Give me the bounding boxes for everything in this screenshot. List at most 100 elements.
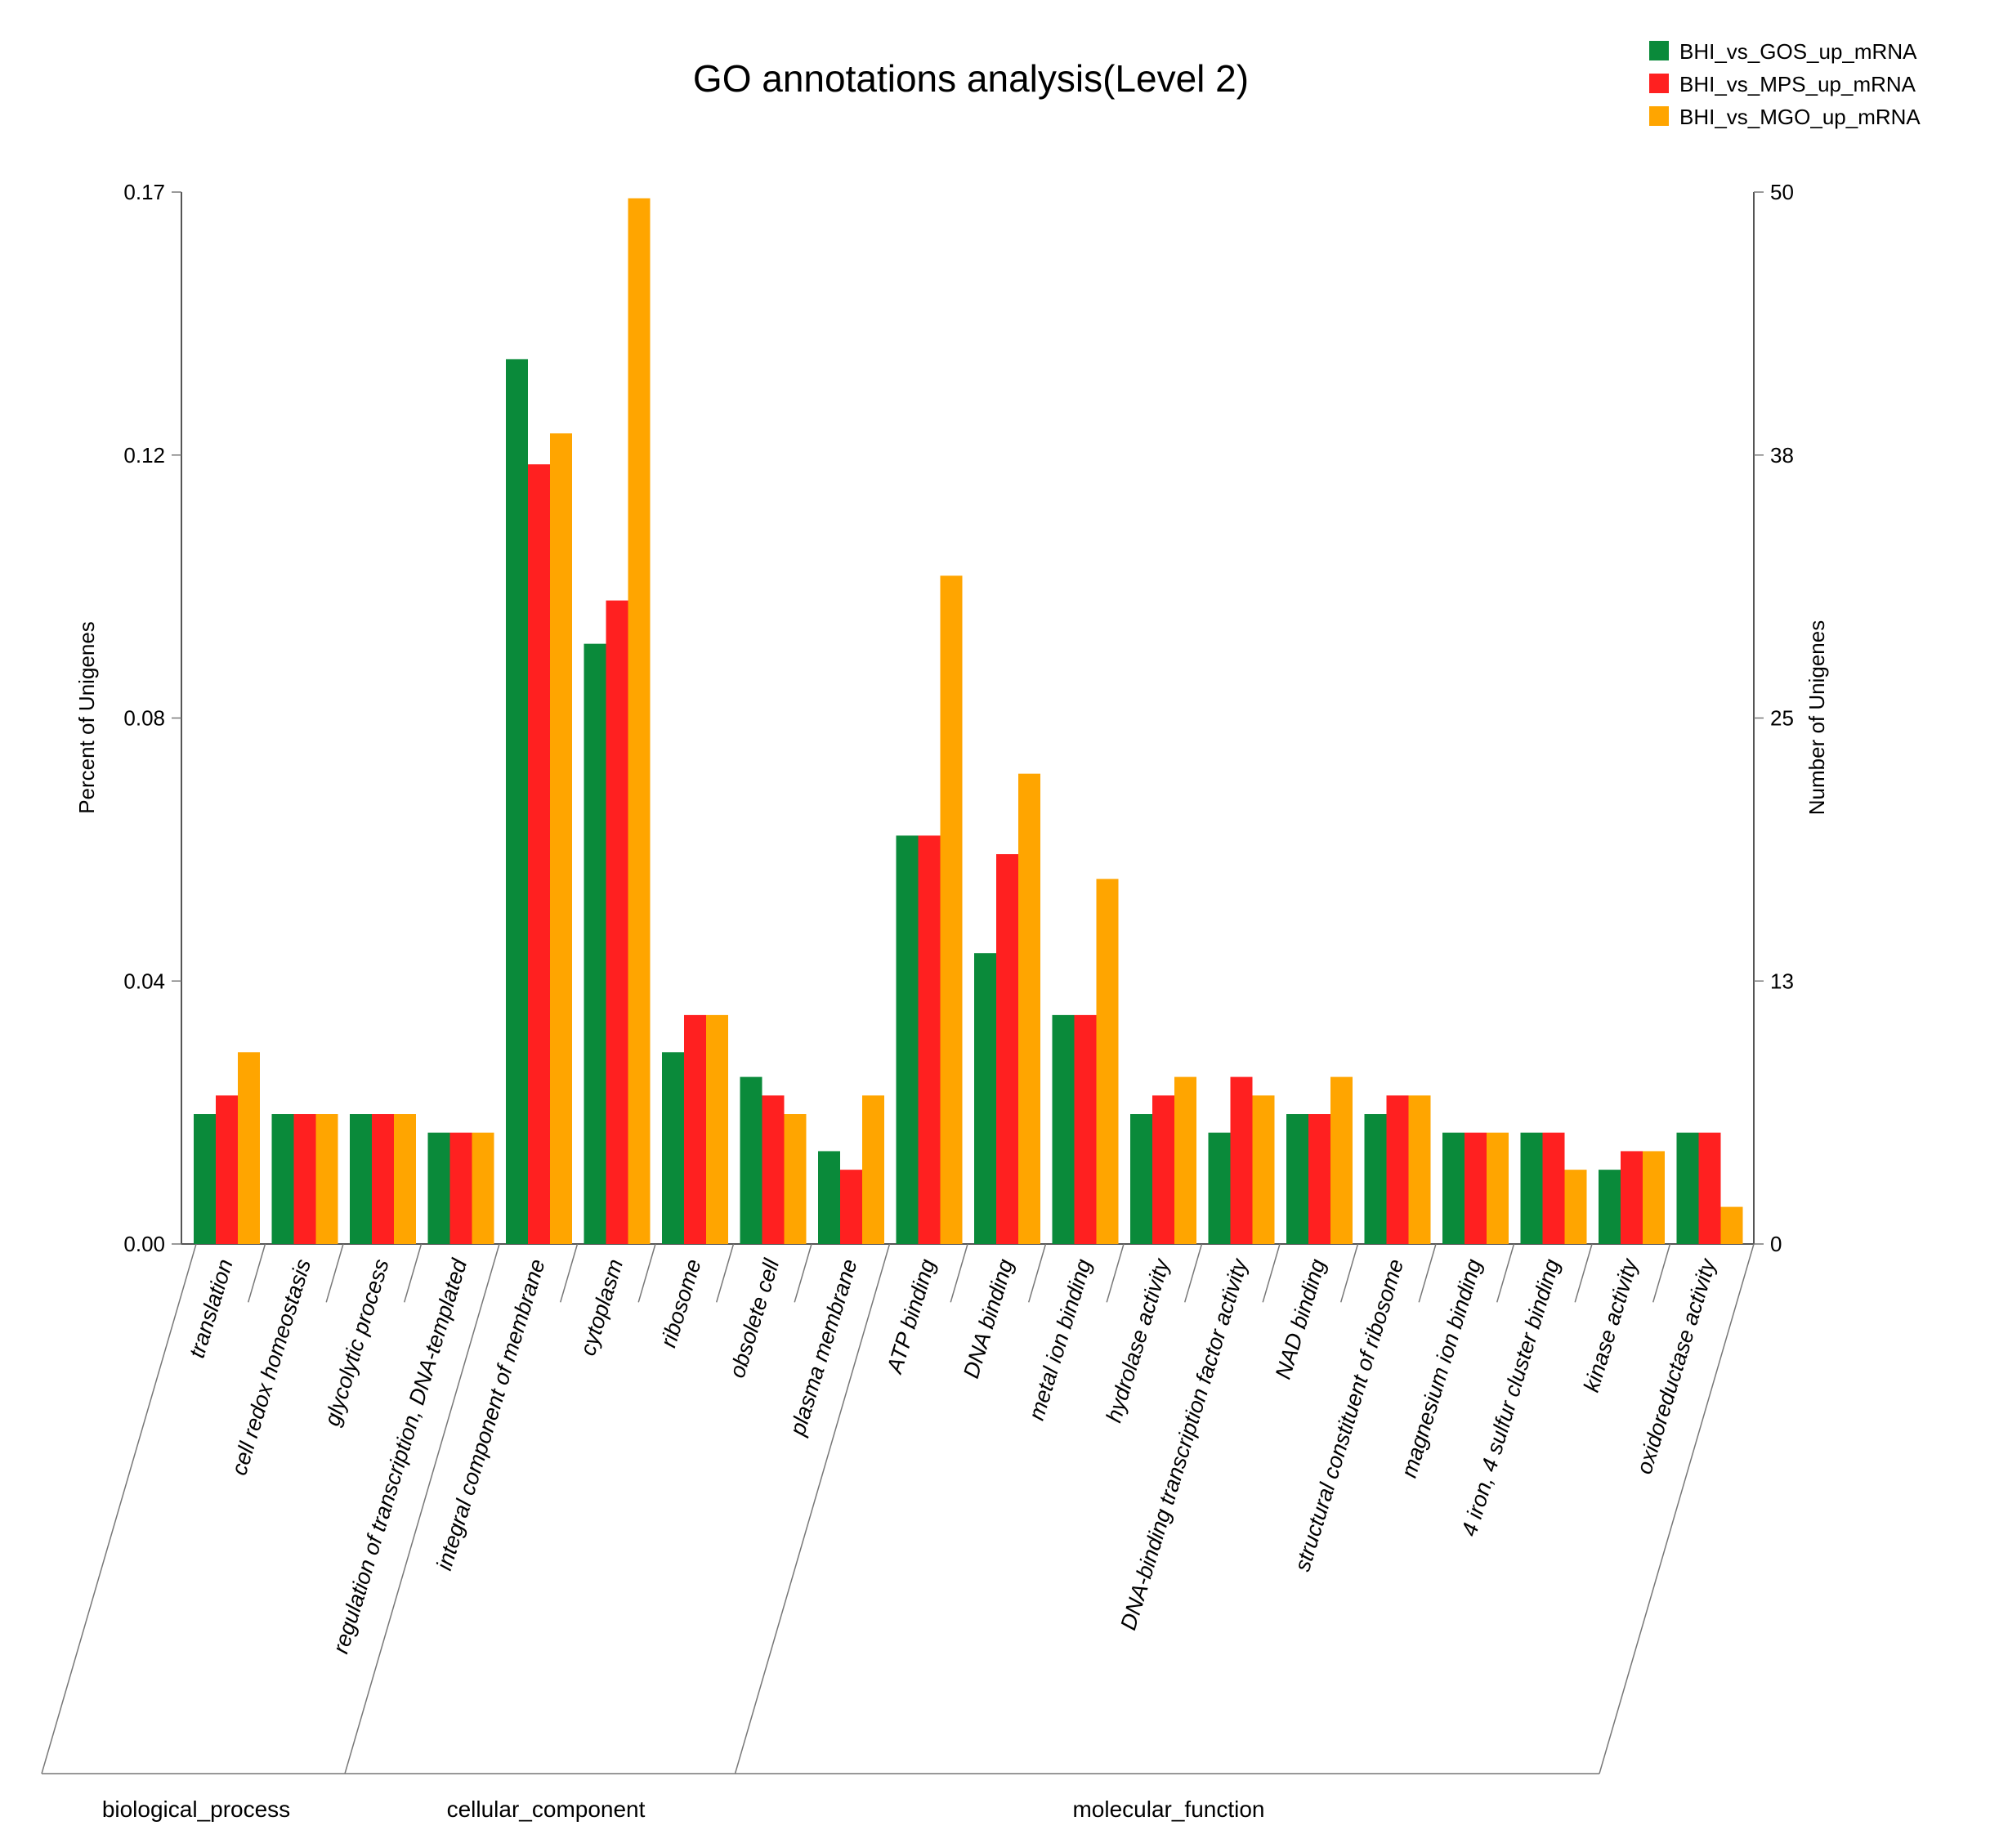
bar [784,1114,807,1244]
group-separator-line [1599,1243,1755,1774]
category-tick-line [1496,1243,1515,1303]
bar [1465,1132,1487,1244]
bar [1621,1151,1643,1244]
group-label: molecular_function [1072,1797,1264,1822]
bar [1252,1095,1275,1244]
chart-title: GO annotations analysis(Level 2) [693,57,1249,100]
category-tick-line [1339,1243,1359,1303]
bar [1643,1151,1665,1244]
bar [293,1114,316,1244]
bar [584,643,606,1244]
bar [1074,1014,1097,1244]
category-label: translation [185,1256,238,1361]
bar [762,1095,785,1244]
bar [550,433,572,1244]
category-tick-line [403,1243,423,1303]
bar [1052,1014,1075,1244]
category-label: magnesium ion binding [1397,1256,1487,1480]
bar [394,1114,416,1244]
right-tick-label: 13 [1770,969,1794,993]
bar [1364,1114,1387,1244]
left-tick-label: 0.04 [123,969,165,993]
group-separator-line [734,1243,891,1774]
category-label: oxidoreductase activity [1632,1255,1721,1477]
category-tick-line [794,1243,812,1303]
bar [1096,879,1119,1244]
bar [1442,1132,1465,1244]
category-label: obsolete cell [725,1255,785,1380]
category-tick-line [1027,1243,1047,1303]
legend-swatch [1649,41,1669,60]
bar [1130,1114,1152,1244]
bar [528,464,550,1244]
bar [1698,1132,1721,1244]
category-label: plasma membrane [785,1256,861,1439]
bar [818,1151,840,1244]
bar [1386,1095,1409,1244]
bar [684,1014,706,1244]
right-tick-label: 0 [1770,1232,1782,1256]
category-label: ribosome [656,1256,706,1350]
group-separator-line [41,1243,197,1774]
bar [1408,1095,1431,1244]
bar [740,1076,762,1244]
category-label: regulation of transcription, DNA-templat… [329,1255,472,1656]
bar [1018,773,1040,1244]
bar [1599,1170,1621,1244]
bar [1330,1076,1353,1244]
category-label: cell redox homeostasis [226,1256,315,1478]
left-tick-label: 0.00 [123,1232,165,1256]
bar [216,1095,238,1244]
bar [238,1052,260,1244]
bar [606,600,628,1244]
category-label: DNA binding [959,1256,1018,1381]
left-tick-label: 0.12 [123,443,165,468]
bar [1564,1170,1587,1244]
left-tick-label: 0.17 [123,180,165,204]
legend-label: BHI_vs_GOS_up_mRNA [1679,39,1917,64]
left-tick-label: 0.08 [123,706,165,731]
bar [662,1052,684,1244]
legend-swatch [1649,106,1669,126]
bar [427,1132,450,1244]
category-tick-line [1183,1243,1203,1303]
bar [628,198,651,1245]
bar [996,854,1018,1244]
bar [1286,1114,1308,1244]
bar [706,1014,728,1244]
category-label: ATP binding [882,1256,940,1377]
bar [472,1132,494,1244]
bar [896,835,919,1244]
axis-ticks: 0.00 0 0.04 13 0.08 25 0.12 38 0.17 50 [123,180,1794,1256]
category-tick-line [1418,1243,1437,1303]
group-separator-line [344,1243,500,1774]
category-tick-line [325,1243,344,1303]
bar [1542,1132,1565,1244]
bar [1230,1076,1253,1244]
bar [974,953,996,1244]
bar [271,1114,294,1244]
category-tick-line [950,1243,968,1303]
right-tick-label: 50 [1770,180,1794,204]
right-tick-label: 38 [1770,443,1794,468]
bar [862,1095,884,1244]
category-tick-line [637,1243,656,1303]
category-tick-line [1652,1243,1671,1303]
bar [840,1170,862,1244]
bar [315,1114,338,1244]
bar [1152,1095,1174,1244]
category-label: NAD binding [1271,1256,1330,1382]
legend-swatch [1649,74,1669,93]
bar [350,1114,372,1244]
bar [1308,1114,1330,1244]
category-tick-line [1106,1243,1125,1303]
left-y-axis-label: Percent of Unigenes [74,621,99,814]
group-label: cellular_component [447,1797,646,1822]
category-tick-line [1574,1243,1593,1303]
legend-label: BHI_vs_MGO_up_mRNA [1679,105,1921,129]
bar [194,1114,216,1244]
bar [1487,1132,1509,1244]
category-label: hydrolase activity [1102,1255,1175,1425]
right-y-axis-label: Number of Unigenes [1804,620,1829,815]
